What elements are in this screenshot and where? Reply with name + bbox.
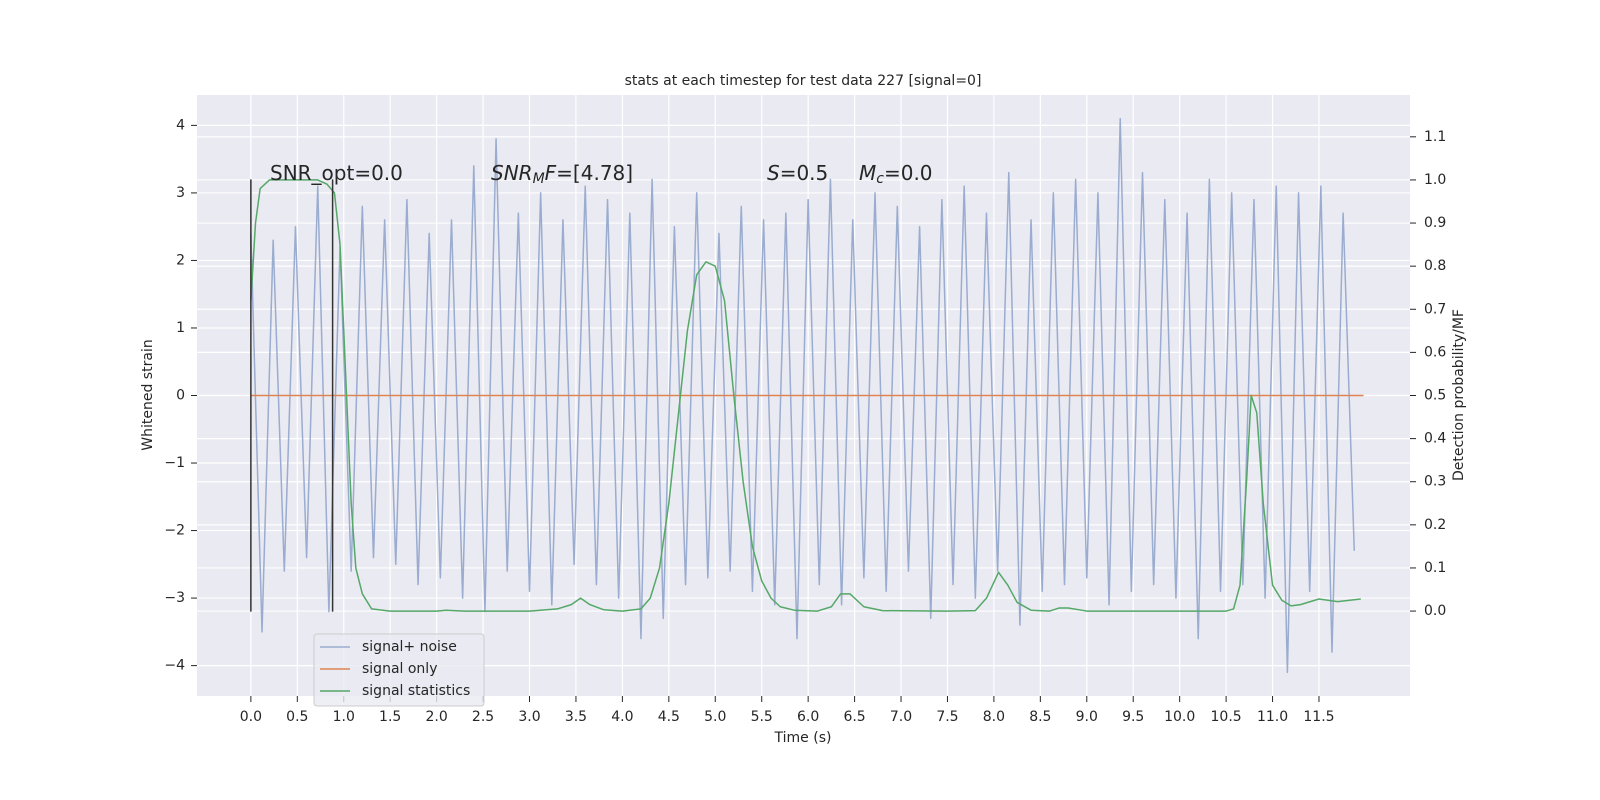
annotation-part: M [533,171,545,187]
y2-tick-label: 0.2 [1424,517,1446,533]
y-tick-label: −1 [164,455,185,471]
y-tick-label: 2 [176,252,185,268]
y-tick-label: −4 [164,658,185,674]
legend-label: signal+ noise [362,639,457,655]
y2-tick-label: 0.1 [1424,560,1446,576]
annotation: S=0.5 [767,161,828,185]
annotation-part: =0.0 [884,161,933,185]
x-tick-label: 11.0 [1257,709,1288,725]
x-tick-label: 1.5 [379,709,401,725]
y-tick-label: 0 [176,388,185,404]
x-tick-label: 5.0 [704,709,726,725]
x-tick-label: 3.5 [565,709,587,725]
x-tick-label: 0.0 [240,709,262,725]
y2-tick-label: 0.3 [1424,474,1446,490]
x-axis-label: Time (s) [774,730,832,746]
y-axis-label: Whitened strain [140,339,156,450]
y2-tick-label: 0.9 [1424,215,1446,231]
annotation-part: =0.5 [780,161,829,185]
annotation-part: F [545,161,557,185]
x-tick-label: 4.5 [658,709,680,725]
annotation-part: c [876,171,884,187]
x-tick-label: 8.0 [983,709,1005,725]
annotation-part: SNR_opt=0.0 [270,161,403,185]
x-tick-label: 10.0 [1164,709,1195,725]
y-tick-label: −3 [164,590,185,606]
chart-title: stats at each timestep for test data 227… [625,73,982,89]
y-tick-label: 1 [176,320,185,336]
y-tick-label: 4 [176,117,185,133]
annotation-part: =[4.78] [556,161,633,185]
y-tick-label: 3 [176,185,185,201]
x-tick-label: 7.0 [890,709,912,725]
y2-tick-label: 0.0 [1424,603,1446,619]
x-tick-label: 10.5 [1211,709,1242,725]
x-tick-label: 11.5 [1303,709,1334,725]
x-tick-label: 0.5 [286,709,308,725]
y-tick-label: −2 [164,523,185,539]
x-tick-label: 8.5 [1029,709,1051,725]
legend-box [313,633,485,707]
x-tick-label: 1.0 [333,709,355,725]
series-line [250,117,1356,674]
x-tick-label: 9.5 [1122,709,1144,725]
annotation: SNRMF=[4.78] [491,161,633,188]
x-tick-label: 9.0 [1076,709,1098,725]
annotation-part: M [859,161,876,185]
x-tick-label: 5.5 [751,709,773,725]
legend-label: signal only [362,661,437,677]
y2-axis-label: Detection probability/MF [1451,309,1467,481]
x-tick-label: 2.0 [425,709,447,725]
y2-tick-label: 0.5 [1424,388,1446,404]
y2-tick-label: 1.0 [1424,172,1446,188]
series-line [250,179,1361,612]
x-tick-label: 7.5 [936,709,958,725]
annotation-part: S [767,161,780,185]
x-tick-label: 4.0 [611,709,633,725]
annotation-part: SNR [491,161,533,185]
x-tick-label: 3.0 [518,709,540,725]
y2-tick-label: 0.7 [1424,301,1446,317]
y2-tick-label: 0.6 [1424,344,1446,360]
y2-tick-label: 1.1 [1424,129,1446,145]
x-tick-label: 2.5 [472,709,494,725]
y2-tick-label: 0.4 [1424,431,1446,447]
x-tick-label: 6.5 [843,709,865,725]
annotation: Mc=0.0 [859,161,933,188]
legend-label: signal statistics [362,683,470,699]
annotation: SNR_opt=0.0 [270,161,403,185]
y2-tick-label: 0.8 [1424,258,1446,274]
x-tick-label: 6.0 [797,709,819,725]
